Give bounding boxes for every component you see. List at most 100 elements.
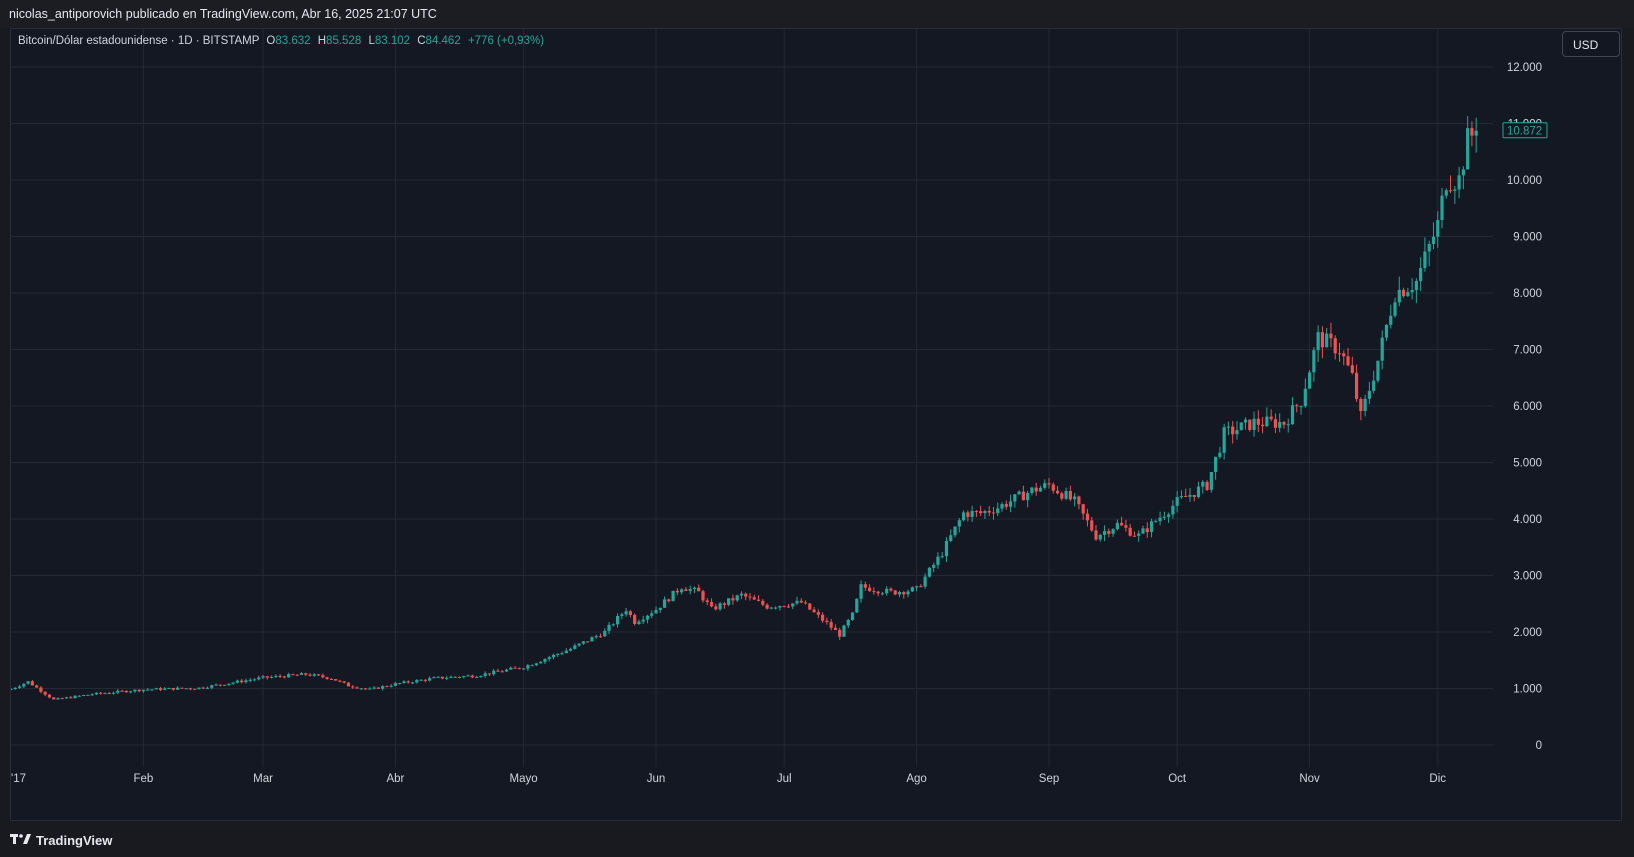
candle-body <box>1261 424 1265 427</box>
candle-body <box>577 643 581 646</box>
candle-body <box>475 676 479 678</box>
change-value: +776 (+0,93%) <box>467 35 545 47</box>
candle-down <box>1124 519 1128 532</box>
candle-body <box>402 681 406 684</box>
candle-body <box>705 600 709 602</box>
candle-up <box>1461 166 1465 190</box>
chart-frame[interactable]: 0 1.000 2.000 3.000 4.000 5.000 6.000 7.000 8.00… <box>10 28 1622 821</box>
candle-body <box>1380 337 1384 361</box>
top-bar: nicolas_antiporovich publicado en Tradin… <box>0 0 1634 28</box>
candle-body <box>35 685 39 688</box>
candle-body <box>722 603 726 605</box>
candle-up <box>167 687 171 689</box>
candle-up <box>287 672 291 678</box>
candle-down <box>979 505 983 516</box>
price-chart[interactable]: 0 1.000 2.000 3.000 4.000 5.000 6.000 7.000 8.00… <box>11 29 1623 822</box>
candle-up <box>1026 490 1030 508</box>
candle-up <box>205 686 210 690</box>
candle-body <box>556 653 560 655</box>
candle-down <box>1346 348 1350 367</box>
candle-down <box>453 676 457 678</box>
candle-body <box>94 692 99 695</box>
candle-down <box>69 695 73 699</box>
candle-body <box>466 675 470 677</box>
candle-body <box>863 584 867 588</box>
candle-down <box>833 624 838 630</box>
candle-body <box>453 676 457 678</box>
candle-body <box>1008 501 1013 507</box>
candle-up <box>1363 394 1367 417</box>
candle-body <box>944 540 949 557</box>
candle-down <box>351 685 355 689</box>
time-axis[interactable]: '17 Feb Mar Abr Mayo Jun Jul Ago Sep Oct Nov Dic <box>11 773 1446 785</box>
candle-body <box>791 603 795 607</box>
candle-body <box>1320 332 1325 348</box>
candle-down <box>1051 482 1055 494</box>
candle-down <box>1107 528 1111 538</box>
candle-body <box>1269 416 1273 420</box>
candle-body <box>244 680 248 683</box>
currency-button[interactable]: USD <box>1562 31 1620 57</box>
candle-down <box>974 510 978 518</box>
candle-body <box>1303 388 1307 407</box>
candle-up <box>607 622 611 635</box>
candle-up <box>359 687 363 690</box>
candle-body <box>1077 496 1081 505</box>
candle-body <box>756 599 761 601</box>
candle-body <box>1154 521 1158 523</box>
candle-body <box>1278 421 1282 428</box>
candle-up <box>11 688 13 691</box>
candle-body <box>744 593 748 597</box>
candle-up <box>26 681 30 685</box>
candle-body <box>765 604 769 609</box>
candle-down <box>500 669 504 673</box>
price-axis[interactable]: 0 1.000 2.000 3.000 4.000 5.000 6.000 7.000 8.00… <box>1507 62 1542 752</box>
candle-body <box>1444 190 1448 196</box>
candle-body <box>334 679 338 681</box>
candle-up <box>791 603 795 610</box>
candle-up <box>957 517 961 533</box>
candle-down <box>517 667 521 670</box>
price-tick-label: 4.000 <box>1513 514 1542 526</box>
candle-down <box>308 673 312 677</box>
candle-body <box>641 619 645 622</box>
candle-up <box>671 590 675 602</box>
candle-up <box>415 679 419 684</box>
candle-body <box>1120 522 1124 526</box>
candle-body <box>603 630 607 637</box>
candle-body <box>1171 505 1175 515</box>
candle-up <box>1218 446 1222 459</box>
candle-body <box>116 690 120 693</box>
candle-body <box>761 600 765 605</box>
candle-up <box>927 566 932 578</box>
candle-body <box>919 586 923 588</box>
candle-body <box>795 600 799 604</box>
candle-up <box>1252 411 1256 437</box>
candle-up <box>1278 413 1282 433</box>
candle-down <box>278 674 282 679</box>
candle-body <box>372 687 376 689</box>
candle-body <box>1466 128 1470 170</box>
candle-up <box>645 614 650 624</box>
candle-down <box>363 688 368 690</box>
candle-body <box>129 691 133 693</box>
candle-up <box>1064 487 1068 501</box>
candle-down <box>598 633 603 638</box>
candle-up <box>1406 287 1410 297</box>
close-value: 84.462 <box>425 35 461 47</box>
candle-up <box>1008 494 1013 513</box>
candle-down <box>470 674 474 679</box>
candle-body <box>1325 333 1329 348</box>
publisher-text: nicolas_antiporovich publicado en Tradin… <box>9 7 437 21</box>
candle-down <box>107 691 111 695</box>
candle-body <box>1414 280 1418 291</box>
candle-up <box>410 681 415 685</box>
candle-down <box>919 584 923 588</box>
candle-up <box>214 683 218 686</box>
candle-body <box>1115 522 1119 530</box>
candle-body <box>1141 528 1145 534</box>
candle-up <box>577 643 581 647</box>
candle-up <box>1030 486 1034 496</box>
candle-down <box>265 676 269 680</box>
candle-down <box>667 598 671 603</box>
